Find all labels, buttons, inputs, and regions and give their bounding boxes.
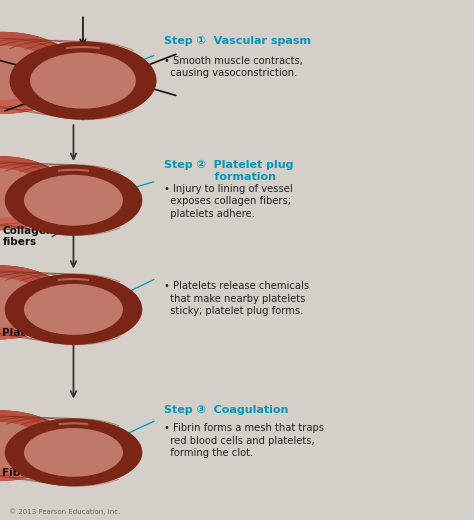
- Polygon shape: [0, 193, 142, 236]
- Ellipse shape: [0, 422, 46, 469]
- Polygon shape: [0, 156, 142, 200]
- Text: Collagen
fibers: Collagen fibers: [2, 226, 54, 248]
- Polygon shape: [0, 302, 142, 345]
- Ellipse shape: [0, 32, 79, 114]
- Text: • Fibrin forms a mesh that traps
  red blood cells and platelets,
  forming the : • Fibrin forms a mesh that traps red blo…: [164, 423, 324, 458]
- Ellipse shape: [0, 265, 70, 340]
- Polygon shape: [0, 32, 156, 81]
- Ellipse shape: [5, 165, 142, 236]
- Text: © 2013 Pearson Education, Inc.: © 2013 Pearson Education, Inc.: [9, 508, 121, 515]
- Ellipse shape: [0, 156, 70, 230]
- Ellipse shape: [0, 278, 46, 327]
- Ellipse shape: [0, 45, 54, 100]
- Polygon shape: [0, 410, 142, 452]
- Ellipse shape: [0, 410, 70, 481]
- Polygon shape: [0, 265, 142, 309]
- Text: • Smooth muscle contracts,
  causing vasoconstriction.: • Smooth muscle contracts, causing vasoc…: [164, 56, 302, 79]
- Text: Step ②  Platelet plug
             formation: Step ② Platelet plug formation: [164, 160, 293, 182]
- Polygon shape: [0, 73, 156, 120]
- Text: Platelets: Platelets: [2, 328, 55, 338]
- Text: Step ③  Coagulation: Step ③ Coagulation: [164, 405, 288, 414]
- Text: • Platelets release chemicals
  that make nearby platelets
  sticky; platelet pl: • Platelets release chemicals that make …: [164, 281, 309, 316]
- Polygon shape: [0, 446, 142, 486]
- Ellipse shape: [5, 419, 142, 486]
- Ellipse shape: [0, 168, 46, 218]
- Text: Step ①  Vascular spasm: Step ① Vascular spasm: [164, 36, 310, 46]
- Ellipse shape: [30, 53, 136, 109]
- Text: Fibrin: Fibrin: [2, 468, 37, 478]
- Ellipse shape: [24, 175, 123, 226]
- Text: • Injury to lining of vessel
  exposes collagen fibers;
  platelets adhere.: • Injury to lining of vessel exposes col…: [164, 184, 292, 219]
- Ellipse shape: [9, 42, 156, 120]
- Ellipse shape: [24, 428, 123, 477]
- Ellipse shape: [5, 274, 142, 345]
- Ellipse shape: [24, 284, 123, 335]
